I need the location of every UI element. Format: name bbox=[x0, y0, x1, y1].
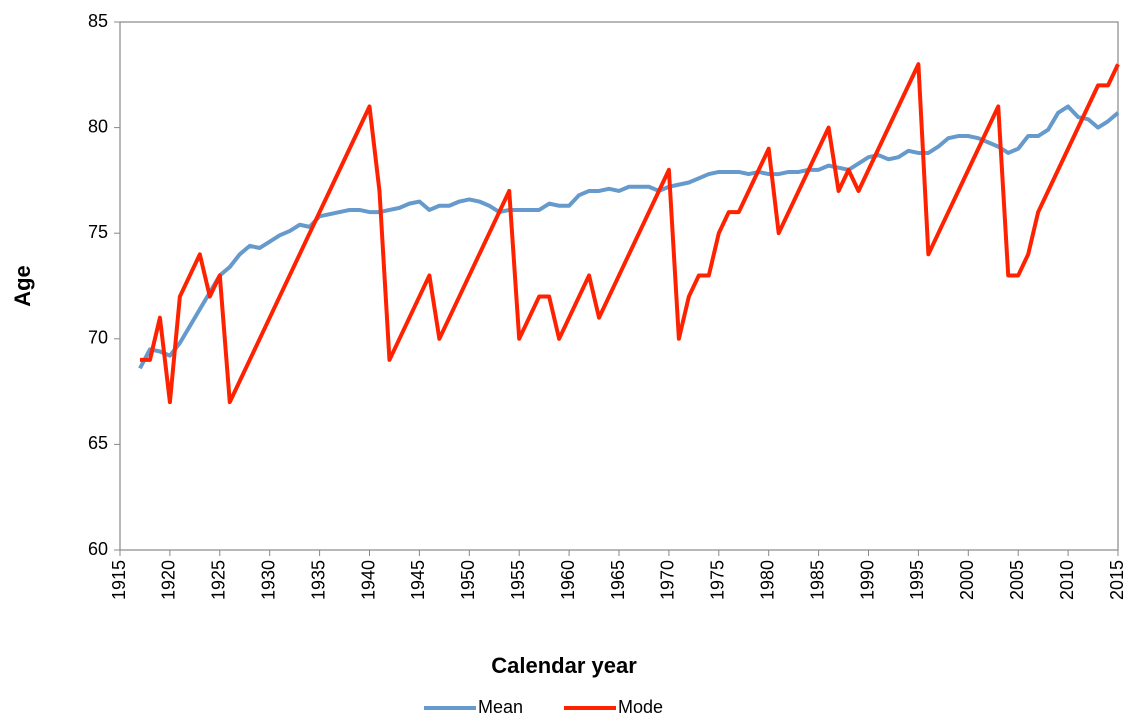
x-tick-label: 1955 bbox=[508, 560, 528, 600]
x-axis-title: Calendar year bbox=[491, 653, 637, 678]
x-tick-label: 1970 bbox=[658, 560, 678, 600]
y-tick-label: 80 bbox=[88, 116, 108, 136]
x-tick-label: 1935 bbox=[308, 560, 328, 600]
x-tick-label: 1915 bbox=[109, 560, 129, 600]
x-tick-label: 1925 bbox=[209, 560, 229, 600]
y-tick-label: 70 bbox=[88, 328, 108, 348]
y-axis-title: Age bbox=[10, 265, 35, 307]
series-line bbox=[138, 104, 1120, 370]
x-tick-label: 2005 bbox=[1007, 560, 1027, 600]
legend-label: Mean bbox=[478, 697, 523, 717]
x-tick-label: 1920 bbox=[159, 560, 179, 600]
x-tick-label: 1990 bbox=[857, 560, 877, 600]
y-tick-label: 65 bbox=[88, 433, 108, 453]
x-tick-label: 2010 bbox=[1057, 560, 1077, 600]
x-tick-label: 1960 bbox=[558, 560, 578, 600]
y-tick-label: 85 bbox=[88, 11, 108, 31]
x-tick-label: 1945 bbox=[408, 560, 428, 600]
y-tick-label: 75 bbox=[88, 222, 108, 242]
x-tick-label: 1940 bbox=[358, 560, 378, 600]
series-line bbox=[139, 62, 1120, 405]
legend-label: Mode bbox=[618, 697, 663, 717]
x-tick-label: 2015 bbox=[1107, 560, 1127, 600]
x-tick-label: 1950 bbox=[458, 560, 478, 600]
x-tick-label: 1980 bbox=[757, 560, 777, 600]
plot-frame bbox=[119, 21, 1119, 551]
y-tick-label: 60 bbox=[88, 539, 108, 559]
x-tick-label: 1995 bbox=[907, 560, 927, 600]
x-tick-label: 1930 bbox=[258, 560, 278, 600]
x-tick-label: 2000 bbox=[957, 560, 977, 600]
x-tick-label: 1975 bbox=[708, 560, 728, 600]
x-tick-label: 1985 bbox=[807, 560, 827, 600]
x-tick-label: 1965 bbox=[608, 560, 628, 600]
